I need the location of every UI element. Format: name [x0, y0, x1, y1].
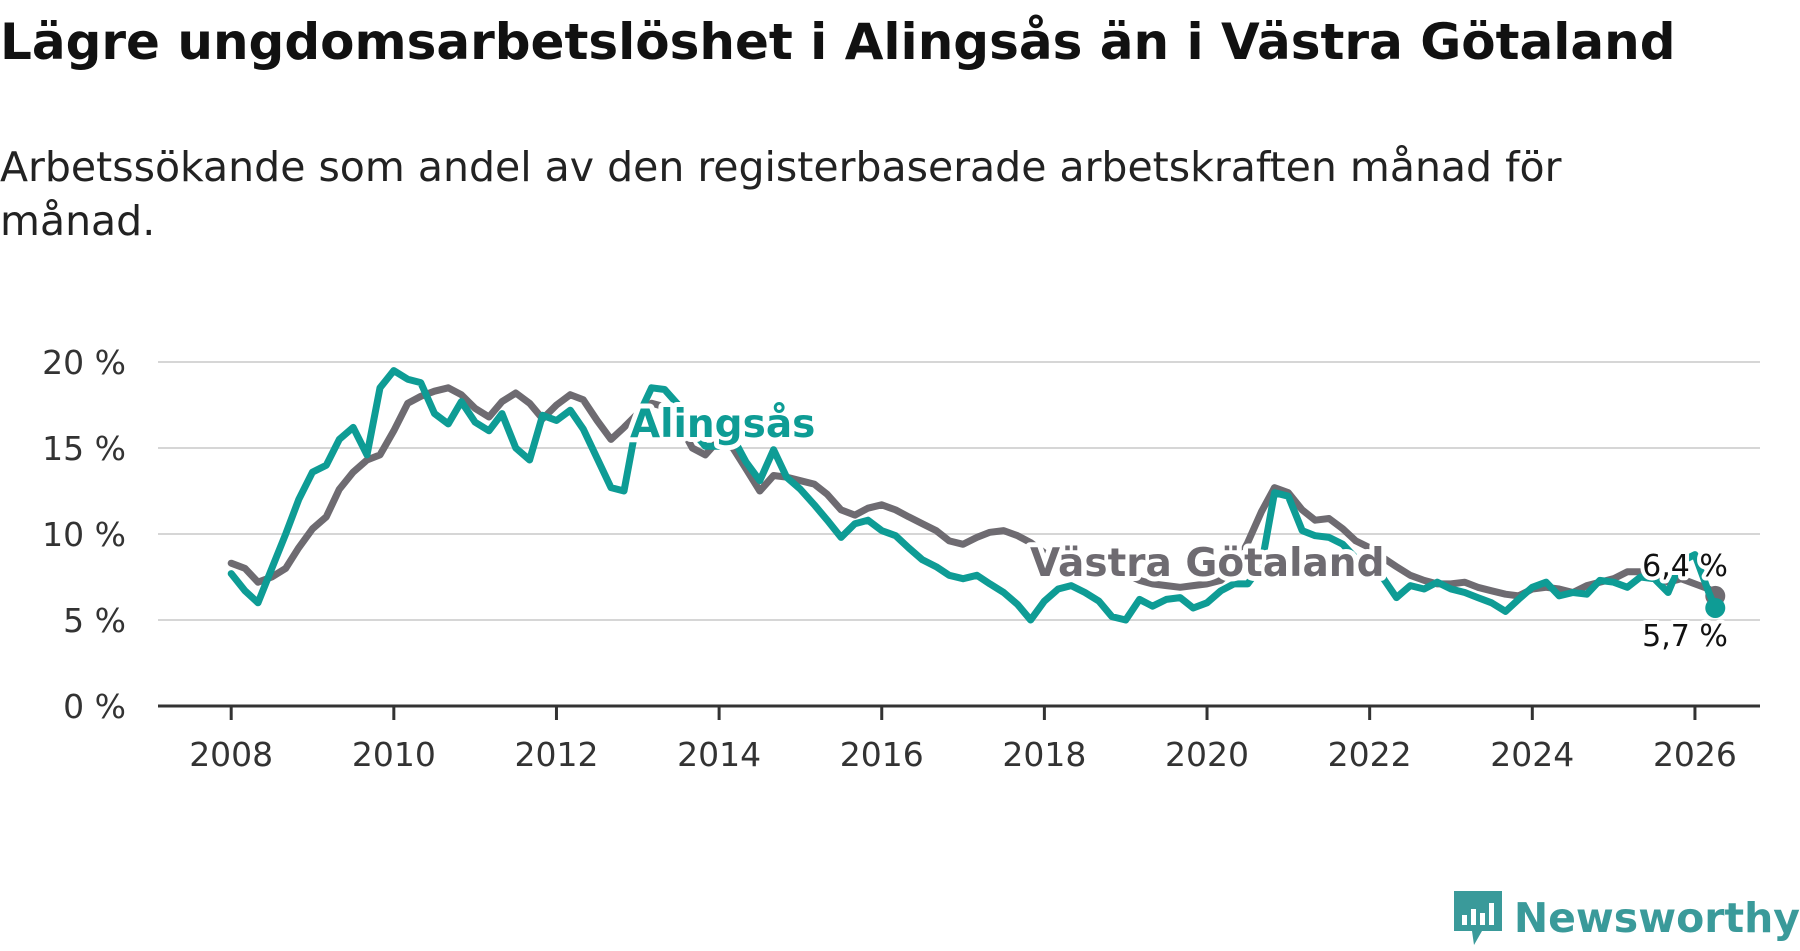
newsworthy-logo-icon — [1452, 889, 1504, 947]
x-tick-label: 2022 — [1328, 735, 1412, 774]
end-point-alings-s — [1705, 597, 1726, 618]
series-line-v-stra-g-taland — [227, 384, 1719, 600]
end-value-label-v-stra-g-taland: 6,4 % — [1642, 549, 1728, 584]
chart-subtitle: Arbetssökande som andel av den registerb… — [0, 143, 1562, 245]
series-line-alings-s — [227, 367, 1719, 624]
brand-logo: Newsworthy — [1452, 885, 1800, 951]
y-tick-label: 15 % — [42, 429, 126, 468]
end-value-label-alings-s: 5,7 % — [1642, 619, 1728, 654]
x-tick-label: 2010 — [352, 735, 436, 774]
y-tick-label: 5 % — [63, 601, 126, 640]
x-tick-label: 2024 — [1490, 735, 1574, 774]
x-tick-label: 2012 — [514, 735, 598, 774]
x-tick-label: 2008 — [189, 735, 273, 774]
y-tick-label: 10 % — [42, 515, 126, 554]
series-label-v-stra-g-taland: Västra Götaland — [1030, 541, 1385, 586]
x-tick-label: 2018 — [1002, 735, 1086, 774]
y-tick-label: 0 % — [63, 687, 126, 726]
y-tick-label: 20 % — [42, 343, 126, 382]
x-tick-label: 2026 — [1653, 735, 1737, 774]
chart-title: Lägre ungdomsarbetslöshet i Alingsås än … — [0, 13, 1676, 71]
series-label-alings-s: Alingsås — [630, 402, 815, 447]
x-tick-label: 2020 — [1165, 735, 1249, 774]
x-tick-label: 2016 — [840, 735, 924, 774]
x-tick-label: 2014 — [677, 735, 761, 774]
brand-name: Newsworthy — [1513, 894, 1800, 942]
